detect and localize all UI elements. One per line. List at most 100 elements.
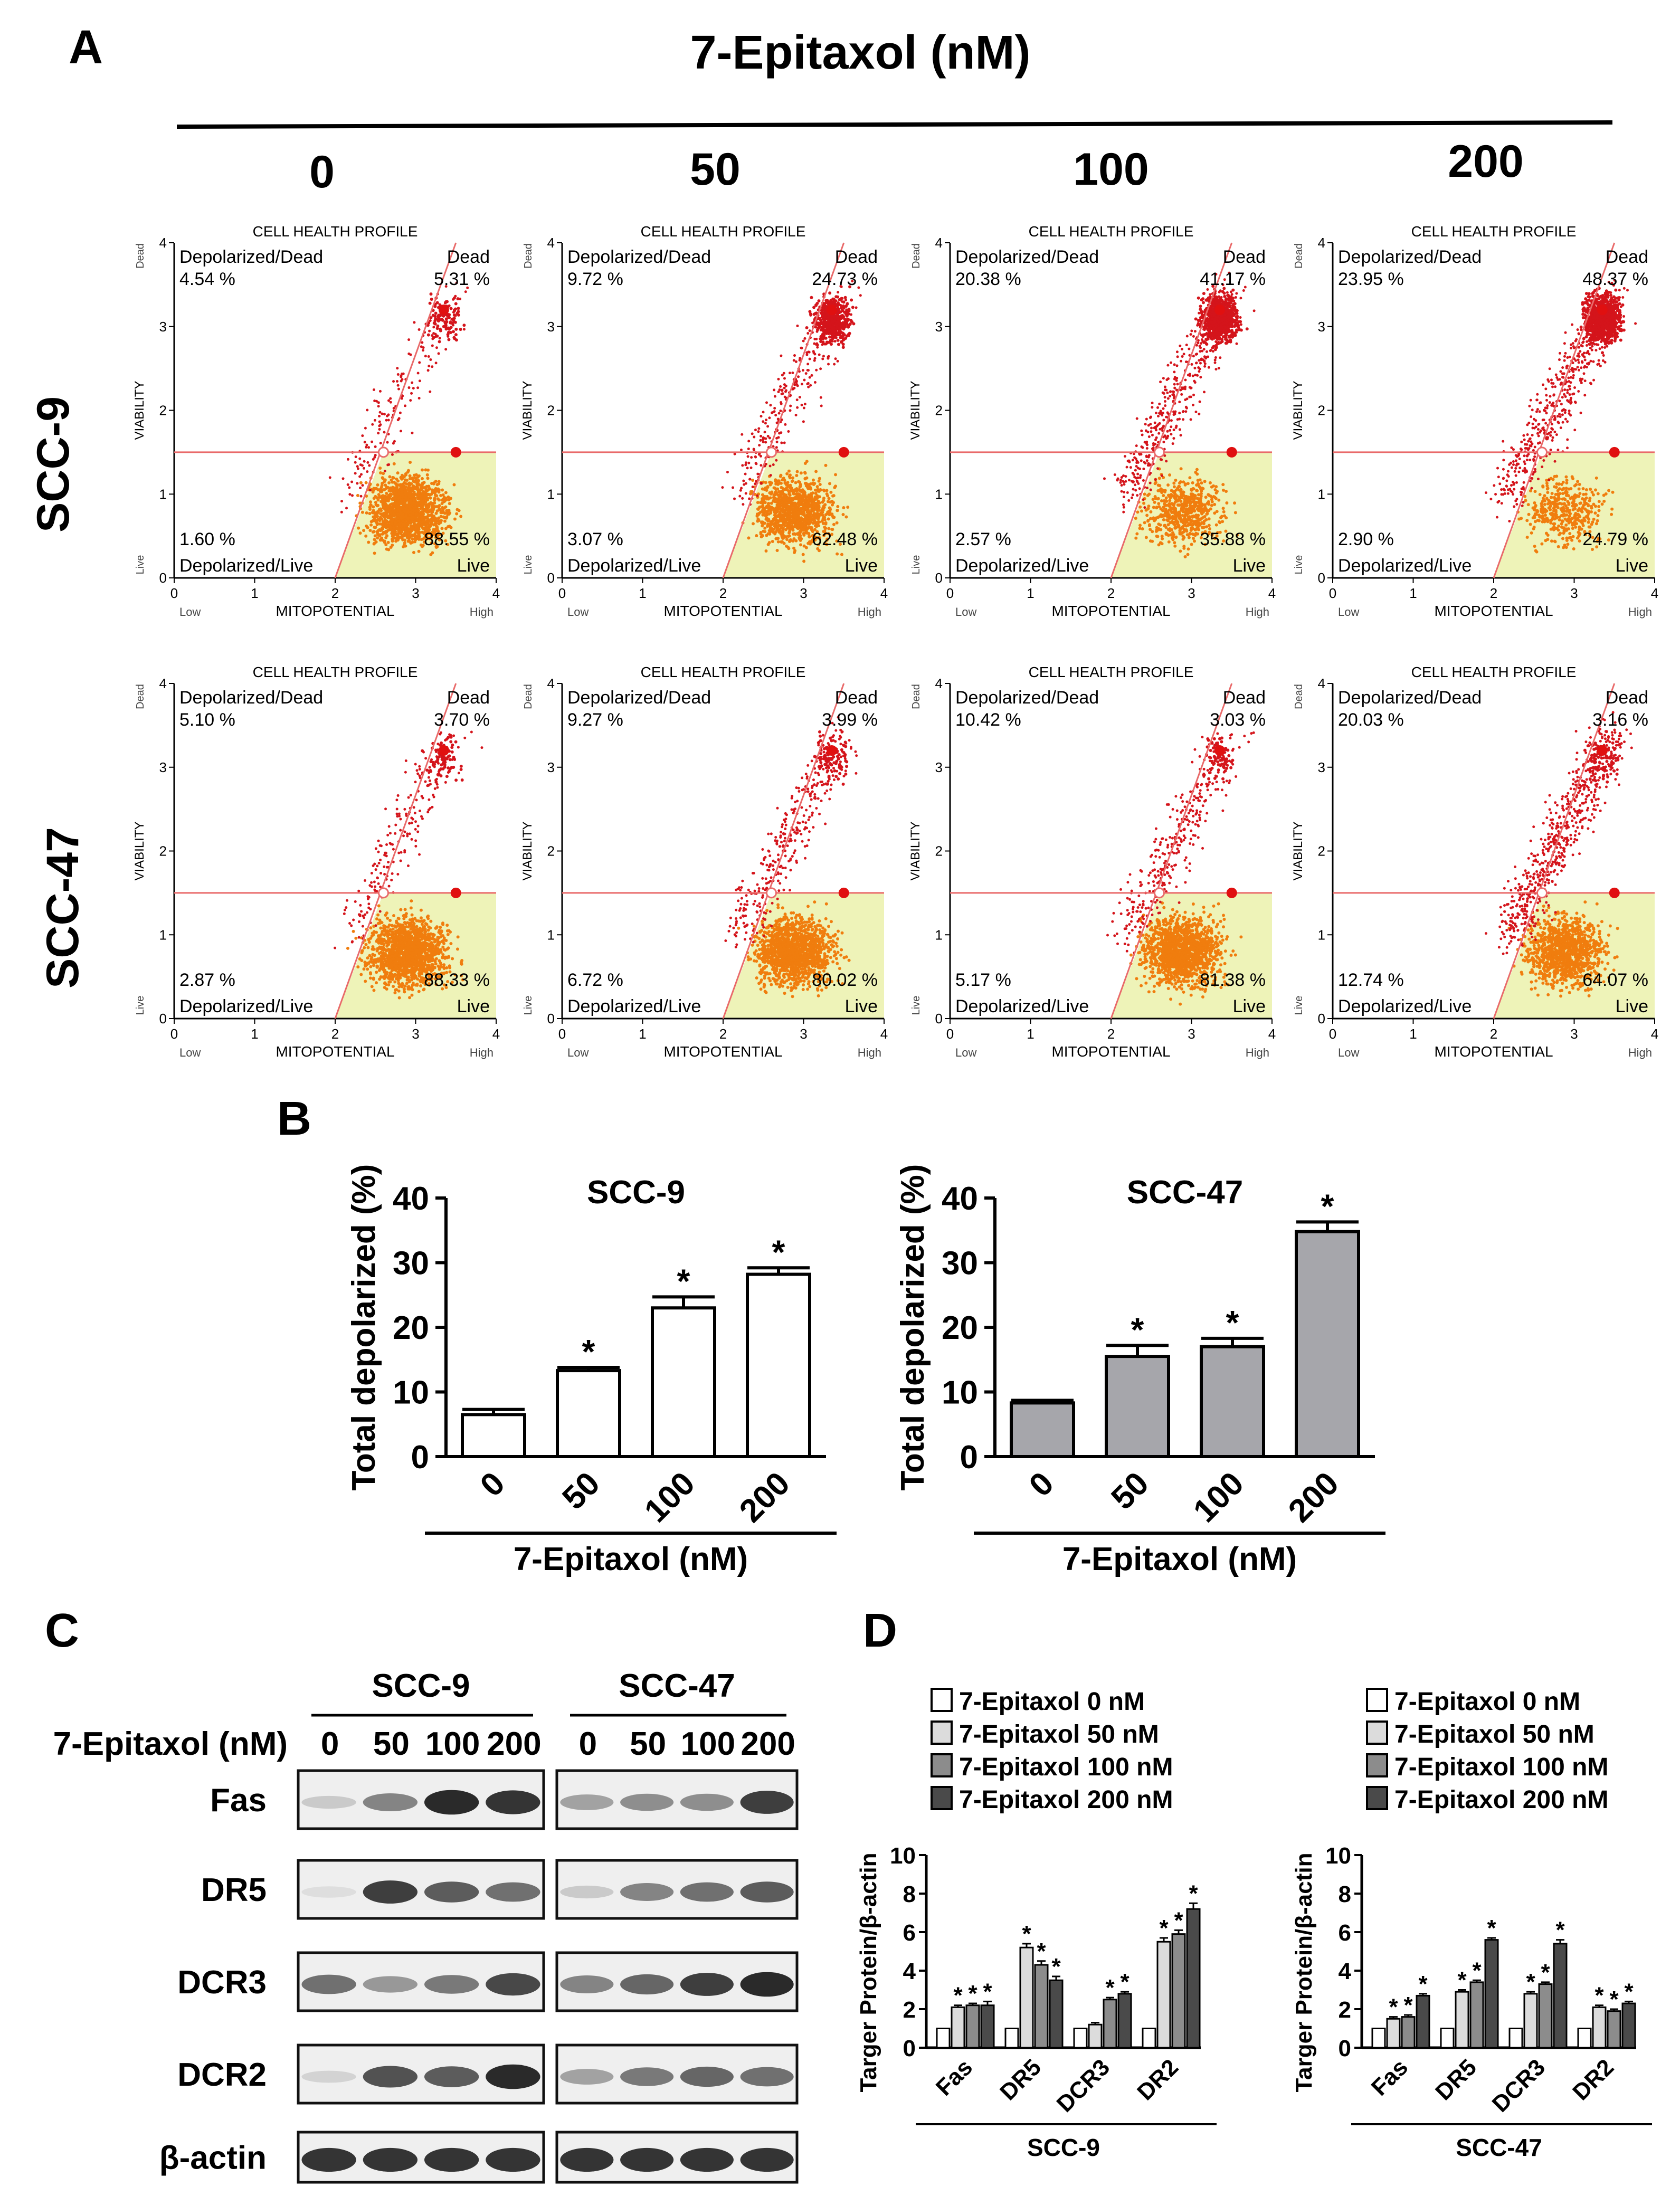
- event-dot: [751, 486, 754, 489]
- event-dot: [769, 474, 772, 477]
- event-dot: [433, 542, 436, 546]
- event-dot: [401, 378, 404, 381]
- x-tick-label: 3: [1188, 585, 1195, 601]
- event-dot: [1202, 508, 1206, 512]
- event-dot: [411, 537, 414, 541]
- event-dot: [757, 427, 761, 430]
- event-dot: [757, 453, 761, 456]
- event-dot: [1192, 533, 1195, 537]
- event-dot: [811, 481, 814, 485]
- event-dot: [366, 470, 369, 473]
- event-dot: [430, 535, 433, 539]
- event-dot: [762, 411, 765, 414]
- event-dot: [1221, 483, 1225, 487]
- event-dot: [1215, 510, 1219, 514]
- x-tick-label: 3: [800, 585, 807, 601]
- event-dot: [788, 372, 791, 375]
- event-dot: [823, 343, 826, 346]
- panel-label-b: B: [277, 1092, 311, 1145]
- x-tick-label: 2: [1107, 585, 1115, 601]
- event-dot: [340, 500, 344, 503]
- x-tick-label: 0: [946, 585, 954, 601]
- event-dot: [385, 491, 388, 495]
- event-dot: [780, 441, 783, 444]
- y-axis-label: VIABILITY: [520, 381, 535, 440]
- event-dot: [1222, 291, 1226, 295]
- x-tick-label: 2: [719, 585, 727, 601]
- event-dot: [794, 360, 798, 363]
- event-dot: [841, 513, 845, 517]
- event-dot: [434, 362, 438, 365]
- event-dot: [813, 359, 816, 362]
- event-dot: [462, 324, 466, 327]
- gate-handle-center: [378, 446, 389, 458]
- event-dot: [345, 507, 348, 510]
- event-dot: [378, 467, 382, 470]
- event-dot: [1245, 327, 1249, 331]
- event-dot: [429, 390, 432, 393]
- event-dot: [433, 488, 436, 492]
- event-dot: [422, 540, 426, 544]
- event-dot: [782, 493, 786, 497]
- event-dot: [388, 475, 392, 479]
- event-dot: [428, 487, 432, 491]
- event-dot: [827, 363, 830, 366]
- event-dot: [1169, 508, 1172, 512]
- event-dot: [368, 464, 371, 467]
- event-dot: [390, 522, 394, 526]
- event-dot: [827, 355, 830, 358]
- event-dot: [779, 474, 782, 478]
- event-dot: [797, 504, 801, 508]
- event-dot: [751, 432, 754, 435]
- event-dot: [1149, 539, 1152, 543]
- event-dot: [784, 423, 787, 426]
- event-dot: [1152, 506, 1155, 509]
- event-dot: [779, 516, 782, 520]
- event-dot: [772, 486, 776, 490]
- event-dot: [383, 470, 386, 473]
- event-dot: [428, 514, 431, 517]
- event-dot: [775, 548, 779, 552]
- event-dot: [831, 340, 834, 343]
- event-dot: [386, 441, 389, 444]
- event-dot: [433, 499, 436, 502]
- event-dot: [795, 473, 799, 477]
- event-dot: [803, 471, 807, 475]
- event-dot: [1178, 529, 1182, 533]
- event-dot: [403, 510, 407, 514]
- event-dot: [801, 527, 805, 531]
- event-dot: [773, 523, 777, 527]
- event-dot: [1179, 467, 1183, 471]
- event-dot: [1200, 481, 1203, 485]
- event-dot: [801, 369, 804, 372]
- event-dot: [377, 401, 380, 404]
- event-dot: [1143, 521, 1146, 525]
- x-axis-label: MITOPOTENTIAL: [1051, 603, 1170, 619]
- event-dot: [437, 519, 441, 523]
- event-dot: [422, 346, 425, 349]
- event-dot: [812, 312, 816, 316]
- event-dot: [752, 448, 755, 451]
- event-dot: [404, 404, 407, 407]
- event-dot: [776, 540, 780, 544]
- event-dot: [418, 361, 421, 364]
- event-dot: [827, 329, 830, 332]
- event-dot: [429, 496, 432, 500]
- event-dot: [358, 457, 362, 460]
- event-dot: [377, 405, 380, 408]
- event-dot: [1196, 532, 1200, 536]
- event-dot: [1173, 541, 1176, 545]
- event-dot: [765, 401, 768, 404]
- event-dot: [743, 483, 746, 486]
- event-dot: [1233, 501, 1237, 505]
- event-dot: [841, 346, 845, 349]
- event-dot: [766, 425, 770, 428]
- event-dot: [379, 471, 383, 474]
- event-dot: [824, 522, 828, 526]
- y-tick-label: 4: [935, 235, 943, 251]
- event-dot: [374, 540, 378, 544]
- event-dot: [417, 474, 421, 478]
- event-dot: [812, 509, 815, 512]
- event-dot: [411, 477, 414, 481]
- event-dot: [748, 497, 751, 500]
